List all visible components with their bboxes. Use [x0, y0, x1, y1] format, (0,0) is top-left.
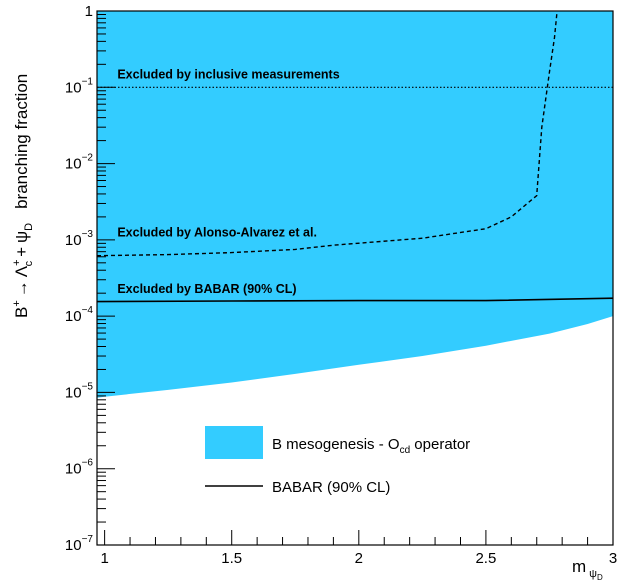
legend-label-band-tail: operator	[410, 436, 470, 453]
y-title-lambda-sub: c	[23, 260, 35, 266]
y-title-b: B	[12, 307, 31, 318]
y-tick-label-exponent: −7	[82, 534, 94, 545]
annotation-babar: Excluded by BABAR (90% CL)	[117, 282, 296, 296]
y-tick-label-exponent: −6	[82, 458, 94, 469]
y-tick-label: 10−4	[65, 305, 94, 325]
y-tick-label-base: 1	[85, 3, 93, 20]
alonso-alvarez-line	[96, 10, 558, 257]
y-tick-label-exponent: −1	[82, 76, 94, 87]
legend-swatch-band	[205, 426, 263, 459]
y-tick-label-base: 10	[65, 537, 82, 554]
y-tick-label: 10−7	[65, 534, 94, 554]
y-title-psi: ψ	[12, 231, 31, 243]
y-tick-label-exponent: −3	[82, 229, 94, 240]
y-tick-label-base: 10	[65, 461, 82, 478]
y-title-lambda-sup: +	[11, 259, 23, 265]
y-axis-title: B+→Λ+c+ψDbranching fraction	[11, 74, 35, 318]
y-tick-label-exponent: −2	[82, 153, 94, 164]
y-tick-label: 10−3	[65, 229, 94, 249]
y-title-psi-sub: D	[23, 223, 35, 231]
legend-label-band-sub: cd	[400, 445, 411, 456]
y-tick-label-exponent: −5	[82, 381, 94, 392]
y-title-suffix: branching fraction	[12, 74, 31, 209]
annotation-alonso-alvarez: Excluded by Alonso-Alvarez et al.	[117, 226, 317, 240]
y-title-lambda: Λ	[12, 265, 31, 277]
x-title-m: m	[572, 557, 586, 576]
plot-area	[96, 10, 614, 546]
y-title-arrow: →	[12, 280, 31, 297]
y-tick-label-base: 10	[65, 308, 82, 325]
x-tick-label: 1	[100, 550, 108, 567]
x-tick-label: 1.5	[221, 550, 242, 567]
y-tick-label: 10−1	[65, 76, 94, 96]
plot-frame	[96, 10, 614, 546]
x-axis-title: m ψD	[572, 557, 603, 582]
y-tick-label-base: 10	[65, 232, 82, 249]
y-tick-label: 10−6	[65, 458, 94, 478]
x-tick-label: 3	[609, 550, 617, 567]
x-title-d: D	[597, 573, 603, 582]
y-tick-label-base: 10	[65, 384, 82, 401]
y-tick-label-exponent: −4	[82, 305, 94, 316]
x-tick-label: 2	[355, 550, 363, 567]
x-title-psi: ψ	[589, 568, 597, 580]
y-title-b-sup: +	[11, 300, 23, 306]
y-tick-label-base: 10	[65, 156, 82, 173]
x-tick-label: 2.5	[475, 550, 496, 567]
y-axis-ticks: 10−710−610−510−410−310−210−11	[65, 3, 115, 554]
x-axis-ticks: 1 1.5 2 2.5 3	[100, 530, 617, 567]
legend-label-band-main: B mesogenesis - O	[272, 436, 400, 453]
y-tick-label: 1	[85, 3, 93, 20]
y-tick-label: 10−2	[65, 153, 94, 173]
legend-label-band: B mesogenesis - Ocd operator	[272, 436, 470, 456]
y-title-plus: +	[12, 247, 31, 257]
y-tick-label-base: 10	[65, 79, 82, 96]
y-tick-label: 10−5	[65, 381, 94, 401]
babar-limit-line	[96, 297, 614, 303]
legend: B mesogenesis - Ocd operator BABAR (90% …	[205, 426, 470, 496]
legend-label-babar: BABAR (90% CL)	[272, 479, 390, 496]
annotation-inclusive: Excluded by inclusive measurements	[117, 68, 339, 82]
